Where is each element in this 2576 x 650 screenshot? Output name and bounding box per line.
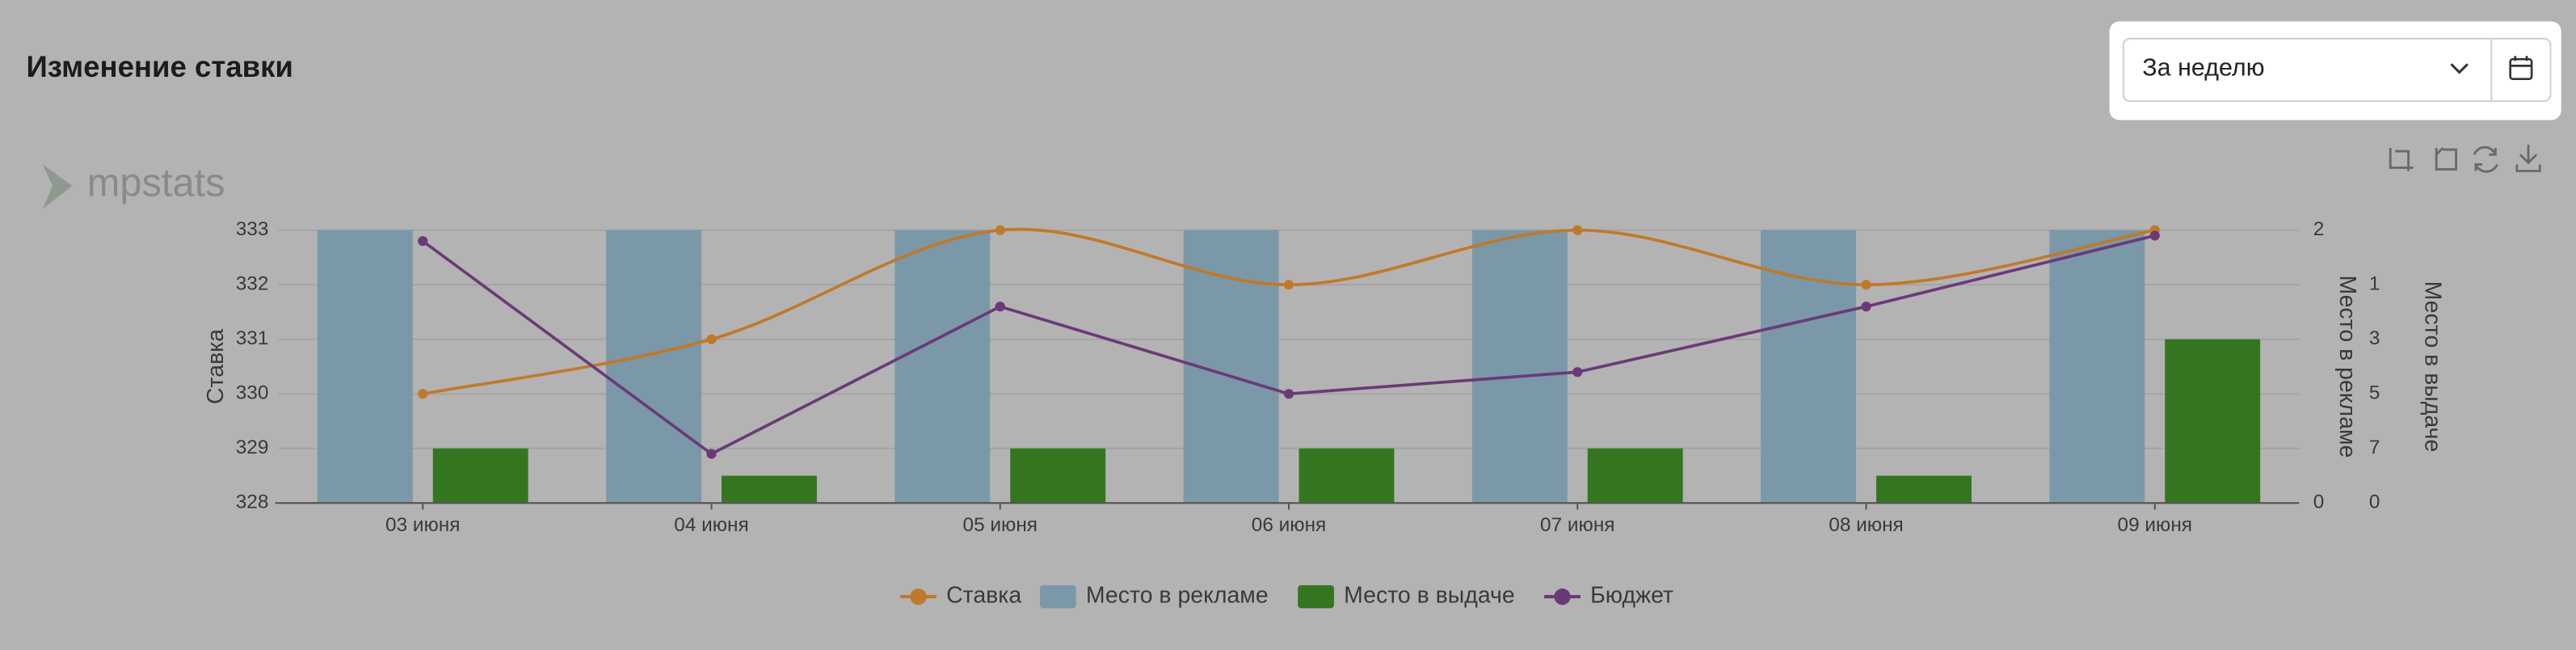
chart-title: Изменение ставки: [27, 50, 293, 83]
x-tick-label: 07 июня: [1540, 514, 1614, 536]
y-tick-label: 332: [236, 273, 269, 295]
bar: [722, 475, 817, 504]
x-tick-label: 06 июня: [1252, 514, 1326, 536]
bar: [1471, 230, 1568, 504]
dropdown-box[interactable]: [2122, 37, 2552, 103]
legend-label: Место в рекламе: [1086, 583, 1269, 609]
y2-tick-label: 2: [2313, 218, 2325, 240]
x-tick-label: 08 июня: [1829, 514, 1903, 536]
legend-label: Ставка: [946, 583, 1021, 609]
x-tick-label: 05 июня: [963, 514, 1038, 536]
line-point: [1572, 225, 1583, 235]
bar: [606, 230, 702, 504]
y3-tick-label: 3: [2369, 327, 2380, 349]
bar: [432, 448, 528, 504]
y3-tick-label: 5: [2369, 382, 2380, 404]
line-point: [1861, 302, 1871, 312]
bar: [317, 230, 413, 504]
line-point: [418, 236, 428, 247]
toolbox: [2389, 144, 2541, 173]
y-tick-label: 328: [236, 492, 269, 513]
bar: [1299, 448, 1395, 504]
logo-mark: [42, 164, 73, 209]
restore-icon[interactable]: [2473, 146, 2498, 173]
bar: [1761, 230, 1857, 504]
bar: [1587, 448, 1683, 504]
legend-label: Место в выдаче: [1344, 583, 1515, 609]
y-tick-label: 331: [236, 327, 269, 349]
line-point: [995, 302, 1005, 312]
line-point: [418, 389, 428, 399]
zoom-icon[interactable]: [2389, 148, 2414, 171]
legend-swatch: [1298, 585, 1334, 609]
legend-item[interactable]: Ставка: [900, 583, 1021, 609]
legend-swatch: [1039, 585, 1076, 609]
bar: [2165, 339, 2261, 504]
line-point: [706, 449, 717, 459]
calendar-icon[interactable]: [2509, 56, 2533, 80]
chevron[interactable]: [2450, 63, 2469, 74]
line-point: [2149, 230, 2160, 241]
x-tick-label: 09 июня: [2118, 514, 2192, 536]
bar: [2049, 230, 2145, 504]
line-point: [1283, 280, 1294, 290]
logo-text: mpstats: [87, 162, 225, 205]
bar: [1010, 448, 1106, 504]
line-point: [706, 334, 717, 344]
y-tick-label: 330: [236, 382, 269, 404]
bar-series: [432, 339, 2261, 504]
bar: [1876, 475, 1972, 504]
line-point: [1283, 389, 1294, 399]
logo: mpstats: [42, 162, 225, 209]
period-dropdown[interactable]: За неделю: [2109, 21, 2561, 120]
legend-swatch-dot: [1554, 588, 1571, 606]
y2-tick-label: 0: [2313, 492, 2325, 513]
zoom-reset-icon[interactable]: [2435, 147, 2458, 171]
legend-item[interactable]: Место в выдаче: [1298, 583, 1515, 609]
y-tick-label: 333: [236, 218, 269, 240]
y-axis-title: Ставка: [203, 329, 229, 404]
x-tick-label: 03 июня: [385, 514, 460, 536]
y3-axis-title: Место в выдаче: [2420, 281, 2446, 453]
line-point: [1572, 367, 1583, 378]
line-point: [995, 225, 1005, 235]
legend-item[interactable]: Место в рекламе: [1039, 583, 1269, 609]
download-icon[interactable]: [2515, 144, 2541, 172]
x-tick-label: 04 июня: [674, 514, 748, 536]
y2-axis-title: Место в рекламе: [2334, 276, 2360, 458]
y-tick-label: 329: [236, 437, 269, 458]
legend-swatch-dot: [910, 588, 927, 606]
dropdown-value[interactable]: За неделю: [2142, 53, 2264, 81]
y3-tick-label: 1: [2369, 273, 2380, 295]
bar-series: [317, 230, 2145, 504]
y3-tick-label: 0: [2369, 492, 2380, 513]
y3-tick-label: 7: [2369, 437, 2380, 458]
bar: [894, 230, 991, 504]
line-point: [1861, 280, 1871, 290]
legend-item[interactable]: Бюджет: [1544, 583, 1673, 609]
legend-label: Бюджет: [1590, 583, 1673, 609]
